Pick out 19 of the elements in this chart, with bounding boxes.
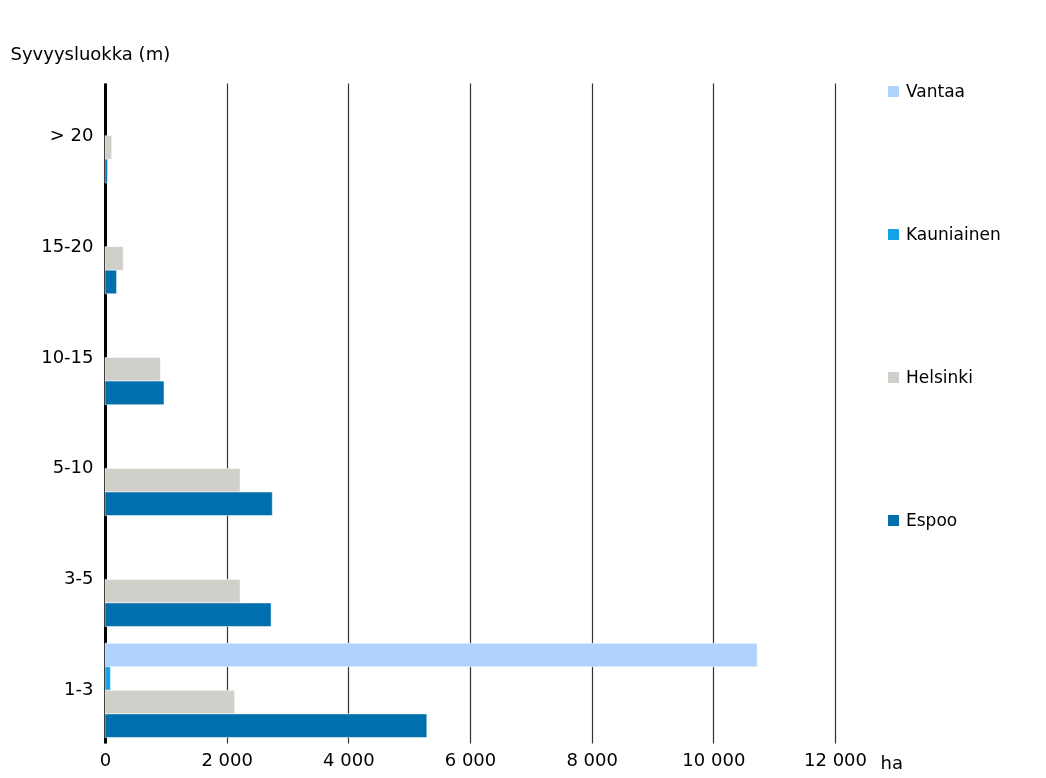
x-tick-label: 6 000 <box>444 748 497 770</box>
x-tick-label: 12 000 <box>804 748 867 770</box>
x-axis-title: ha <box>880 751 903 773</box>
y-tick-label: 10-15 <box>41 345 94 367</box>
y-tick-label: 1-3 <box>64 678 94 700</box>
y-tick-label: 3-5 <box>64 567 94 589</box>
legend-label: Vantaa <box>906 80 966 101</box>
y-tick-label: 15-20 <box>41 234 94 256</box>
legend-label: Kauniainen <box>906 223 1001 244</box>
y-tick-label: 5-10 <box>52 456 94 478</box>
x-tick-label: 8 000 <box>566 748 618 770</box>
y-axis-title: Syvyysluokka (m) <box>10 42 171 64</box>
x-tick-label: 10 000 <box>682 748 746 770</box>
x-tick-label: 4 000 <box>323 748 375 770</box>
legend-label: Helsinki <box>906 366 973 387</box>
legend-label: Espoo <box>906 509 958 530</box>
x-tick-label: 0 <box>99 748 112 770</box>
y-tick-label: > 20 <box>49 123 94 145</box>
x-tick-label: 2 000 <box>201 748 253 770</box>
